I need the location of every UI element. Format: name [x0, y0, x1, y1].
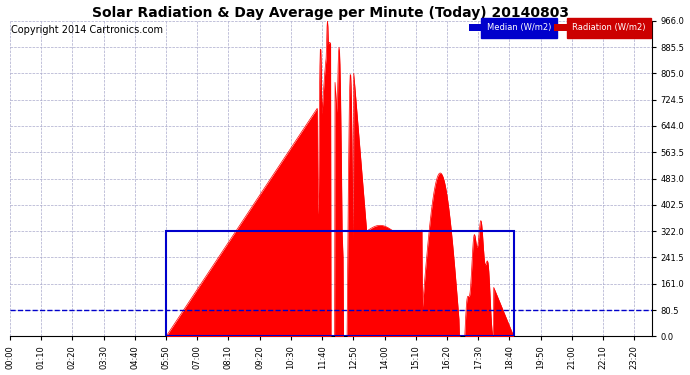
Legend: Median (W/m2), Radiation (W/m2): Median (W/m2), Radiation (W/m2) — [467, 22, 647, 34]
Title: Solar Radiation & Day Average per Minute (Today) 20140803: Solar Radiation & Day Average per Minute… — [92, 6, 569, 20]
Text: Copyright 2014 Cartronics.com: Copyright 2014 Cartronics.com — [11, 26, 163, 36]
Bar — [166, 231, 514, 336]
